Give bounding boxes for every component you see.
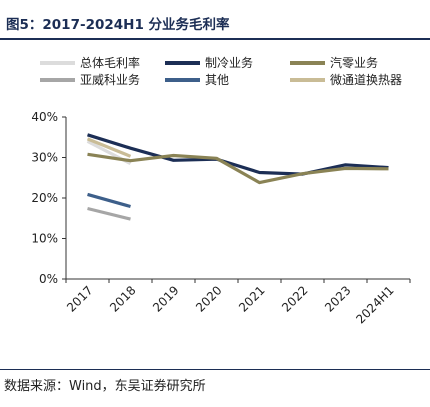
x-tick-label: 2018 — [107, 283, 138, 314]
footer-divider — [0, 369, 430, 370]
legend-label: 亚威科业务 — [80, 72, 140, 87]
y-tick-label: 30% — [31, 151, 58, 165]
legend-label: 微通道换热器 — [330, 73, 402, 87]
x-tick-label: 2019 — [150, 283, 181, 314]
title-divider — [0, 38, 430, 40]
series-line — [87, 192, 131, 209]
x-tick-label: 2022 — [279, 283, 310, 314]
x-tick-label: 2021 — [236, 283, 267, 314]
y-tick-label: 0% — [39, 272, 58, 286]
source-note: 数据来源：Wind，东吴证券研究所 — [4, 379, 206, 394]
series-line — [87, 152, 389, 185]
legend-label: 总体毛利率 — [80, 55, 140, 70]
series-line — [87, 133, 389, 176]
legend-label: 制冷业务 — [205, 55, 253, 70]
series-line — [87, 206, 131, 221]
x-tick-label: 2017 — [64, 283, 95, 314]
series-line — [86, 137, 132, 158]
x-tick-label: 2020 — [193, 283, 224, 314]
chart-title: 图5：2017-2024H1 分业务毛利率 — [6, 17, 230, 33]
y-tick-label: 20% — [31, 191, 58, 205]
x-tick-label: 2023 — [322, 283, 353, 314]
y-tick-label: 10% — [31, 232, 58, 246]
x-tick-label: 2024H1 — [353, 283, 396, 326]
y-tick-label: 40% — [31, 110, 58, 124]
series-layer — [86, 133, 389, 221]
legend-label: 汽零业务 — [330, 55, 378, 70]
legend-label: 其他 — [205, 73, 229, 87]
